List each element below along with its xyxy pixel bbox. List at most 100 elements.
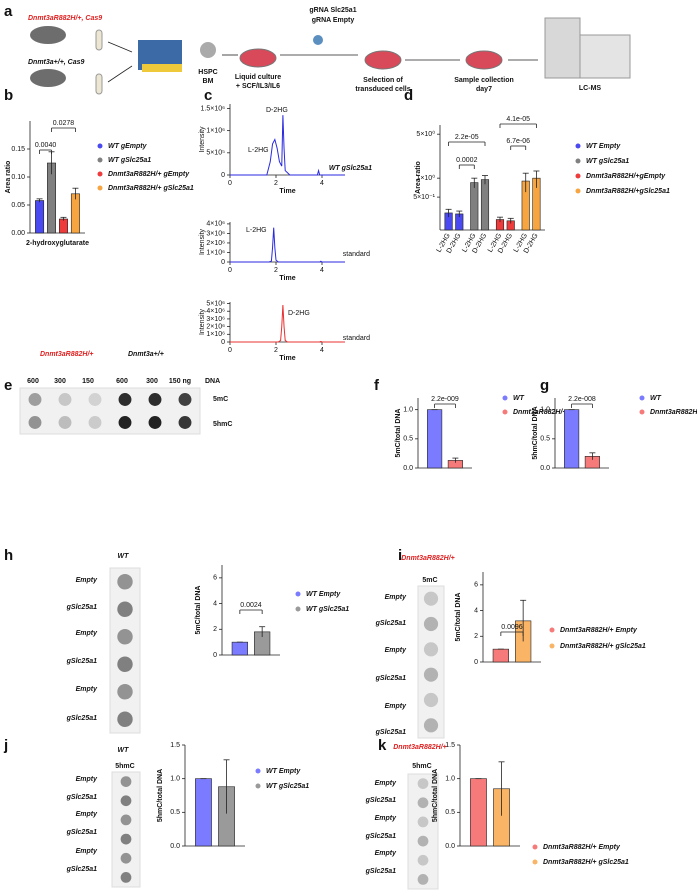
blot-row-label: Empty xyxy=(76,811,99,818)
legend-label: WT Empty xyxy=(586,143,621,150)
step-label: + SCF/IL3/IL6 xyxy=(236,83,280,90)
blot-dot xyxy=(117,601,133,617)
bar xyxy=(480,179,490,231)
cells-icon xyxy=(200,42,216,58)
y-tick-label: 0.05 xyxy=(11,202,25,209)
dish-icon xyxy=(364,50,402,70)
blot-dot xyxy=(148,393,162,406)
y-tick-label: 1.0 xyxy=(170,776,180,783)
y-tick-label: 0.0 xyxy=(170,843,180,850)
amount-label: 150 ng xyxy=(169,378,191,385)
y-tick-label: 0.0 xyxy=(403,465,413,472)
y-tick-label: 1×10⁶ xyxy=(206,127,225,134)
blot-row-label: gSlc25a1 xyxy=(66,829,97,836)
amount-label: 600 xyxy=(27,378,39,385)
y-axis-label: 5mC/total DNA xyxy=(455,592,462,641)
legend-swatch xyxy=(575,188,581,194)
legend-label: Dnmt3aR882H/+ gSlc25a1 xyxy=(560,643,646,650)
x-axis-label: Time xyxy=(279,355,295,362)
y-tick-label: 5×10⁰ xyxy=(416,130,435,138)
y-tick-label: 2 xyxy=(213,626,217,633)
blot-dot xyxy=(423,642,439,657)
panel-label: h xyxy=(4,547,13,564)
amount-label: 300 xyxy=(146,378,158,385)
legend-swatch xyxy=(639,409,645,415)
bar xyxy=(35,200,45,234)
step-label: gRNA Slc25a1 xyxy=(309,7,356,14)
blot-membrane xyxy=(111,771,141,888)
p-value: 0.0024 xyxy=(240,602,262,609)
lcms-icon xyxy=(544,17,581,79)
y-axis-label: Area ratio xyxy=(415,161,422,194)
legend-label: WT gSlc25a1 xyxy=(266,783,309,790)
blot-row-label: gSlc25a1 xyxy=(375,729,406,736)
p-value: 6.7e-06 xyxy=(506,138,530,145)
blot-dot xyxy=(118,416,132,429)
panel-label: j xyxy=(3,737,8,754)
x-tick-label: 2 xyxy=(274,180,278,187)
genotype-label: Dnmt3a+/+ xyxy=(128,351,164,358)
y-tick-label: 0.0 xyxy=(445,843,455,850)
blot-dot xyxy=(423,667,439,682)
virus-icon xyxy=(313,35,323,45)
y-tick-label: 0 xyxy=(221,339,225,346)
panel-label: g xyxy=(540,377,549,394)
p-value: 2.2e-05 xyxy=(455,134,479,141)
arrow xyxy=(107,65,133,83)
y-tick-label: 4×10⁶ xyxy=(206,221,225,228)
x-axis-label: 2-hydroxyglutarate xyxy=(26,240,89,247)
y-tick-label: 1×10⁰ xyxy=(416,174,435,182)
y-tick-label: 2 xyxy=(474,633,478,640)
blot-dot xyxy=(423,591,439,606)
genotype-label: WT xyxy=(118,553,130,560)
blot-row-label: Empty xyxy=(385,647,408,654)
panel-label: i xyxy=(398,547,402,564)
bone-icon xyxy=(95,73,103,95)
step-label: Liquid culture xyxy=(235,74,281,81)
blot-row-label: Empty xyxy=(385,594,408,601)
y-tick-label: 2×10⁶ xyxy=(206,240,225,247)
step-label: gRNA Empty xyxy=(312,17,355,24)
legend-swatch xyxy=(97,157,103,163)
p-value: 0.0002 xyxy=(456,157,478,164)
bar xyxy=(564,409,580,469)
y-tick-label: 5×10⁶ xyxy=(206,300,225,307)
p-value: 0.0278 xyxy=(53,120,75,127)
blot-dot xyxy=(58,393,72,406)
legend-swatch xyxy=(97,143,103,149)
schematic: Dnmt3aR882H/+, Cas9 Dnmt3a+/+, Cas9 HSPC… xyxy=(28,7,631,95)
blot-dot xyxy=(120,795,132,807)
bar xyxy=(427,409,443,469)
blot-row-label: gSlc25a1 xyxy=(375,620,406,627)
y-axis-label: Intensity xyxy=(199,126,206,153)
x-tick-label: 0 xyxy=(228,267,232,274)
step-label: day7 xyxy=(476,86,492,93)
blot-dot xyxy=(417,874,429,885)
blot-membrane xyxy=(19,387,201,435)
y-tick-label: 3×10⁶ xyxy=(206,316,225,323)
legend-swatch xyxy=(549,627,555,633)
y-tick-label: 1.5 xyxy=(445,742,455,749)
p-value: 0.0040 xyxy=(35,142,57,149)
dish-icon xyxy=(239,48,277,68)
amount-label: 300 xyxy=(54,378,66,385)
legend-label: WT Empty xyxy=(306,591,341,598)
blot-row-label: Empty xyxy=(76,577,99,584)
rack-base xyxy=(142,64,182,72)
bar xyxy=(492,648,509,663)
legend-label: Dnmt3aR882H/+ gEmpty xyxy=(108,171,190,178)
panel-label: e xyxy=(4,377,12,394)
mouse-icon xyxy=(30,69,66,87)
blot-dot xyxy=(117,711,133,727)
legend-swatch xyxy=(97,185,103,191)
legend-label: Dnmt3aR882H/+ xyxy=(650,409,697,416)
y-tick-label: 0 xyxy=(221,172,225,179)
legend-swatch xyxy=(549,643,555,649)
blot-row-label: Empty xyxy=(76,776,99,783)
blot-dot xyxy=(120,776,132,787)
blot-dot xyxy=(118,393,132,406)
step-label: BM xyxy=(203,78,214,85)
panel-label: c xyxy=(204,87,212,104)
amount-unit: DNA xyxy=(205,378,220,385)
